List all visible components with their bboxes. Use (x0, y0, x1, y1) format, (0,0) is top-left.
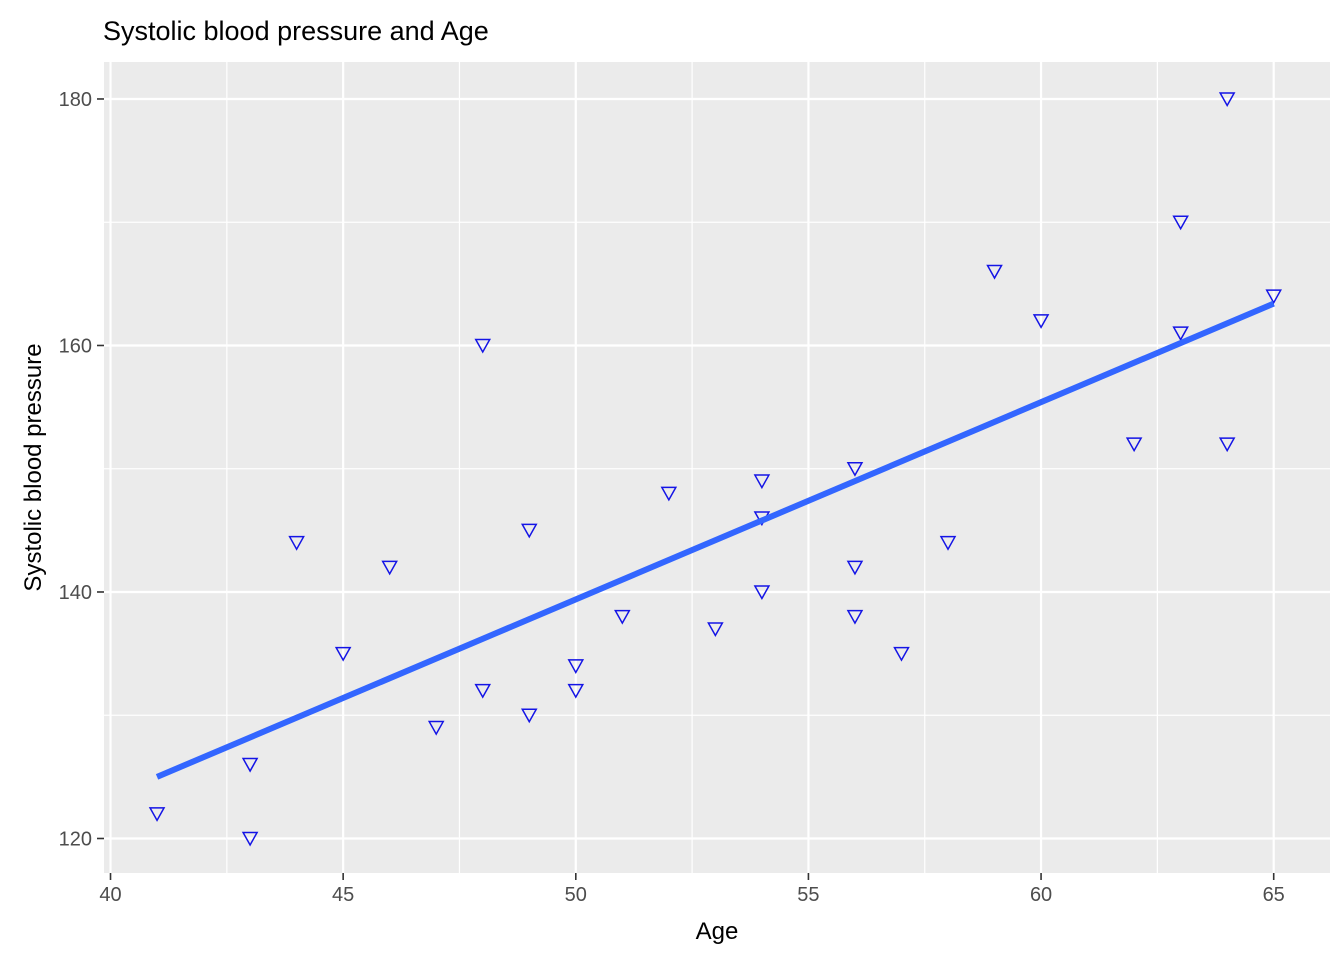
data-point (753, 585, 771, 601)
chart-title: Systolic blood pressure and Age (103, 16, 489, 46)
data-point (846, 609, 864, 625)
gridlines-major (104, 62, 1330, 873)
data-point (939, 535, 957, 551)
x-tick-label: 65 (1263, 884, 1285, 906)
data-point (520, 523, 538, 539)
data-point (846, 461, 864, 477)
data-point (1172, 215, 1189, 231)
x-tick-label: 60 (1030, 884, 1052, 906)
y-tick-label: 180 (59, 89, 92, 111)
x-tick-label: 50 (565, 884, 587, 906)
x-tick-label: 55 (797, 884, 819, 906)
y-tick-label: 140 (59, 582, 92, 604)
y-axis-title: Systolic blood pressure (20, 343, 47, 591)
data-point (567, 683, 585, 699)
data-point (893, 646, 910, 662)
data-point (567, 659, 585, 674)
data-point (660, 486, 678, 502)
y-tick-labels: 120 140 160 180 (59, 89, 92, 851)
data-point (334, 646, 352, 662)
data-point (1172, 326, 1189, 342)
data-point (753, 474, 771, 490)
data-point (381, 560, 398, 576)
data-point (1265, 289, 1282, 305)
data-point (427, 720, 445, 736)
data-point (520, 708, 538, 724)
data-point (846, 560, 864, 576)
data-point (474, 683, 492, 699)
data-point (986, 264, 1003, 280)
data-point (1125, 437, 1143, 453)
data-point (241, 757, 259, 773)
y-tick-label: 120 (59, 828, 92, 850)
trend-line (155, 300, 1275, 780)
data-point (241, 831, 259, 847)
data-point (1218, 92, 1236, 108)
data-point (1218, 437, 1236, 453)
plot-panel (104, 62, 1330, 873)
data-points (148, 92, 1282, 847)
x-tick-labels: 40 45 50 55 60 65 (99, 884, 1284, 906)
data-point (148, 807, 166, 822)
x-axis-title: Age (696, 918, 739, 945)
data-point (614, 609, 631, 625)
y-tick-label: 160 (59, 335, 92, 357)
axis-tick-marks (97, 98, 1275, 880)
data-point (474, 338, 492, 354)
x-tick-label: 45 (332, 884, 354, 906)
data-point (707, 622, 724, 637)
data-point (1032, 314, 1050, 329)
x-tick-label: 40 (99, 884, 121, 906)
data-point (288, 535, 305, 551)
